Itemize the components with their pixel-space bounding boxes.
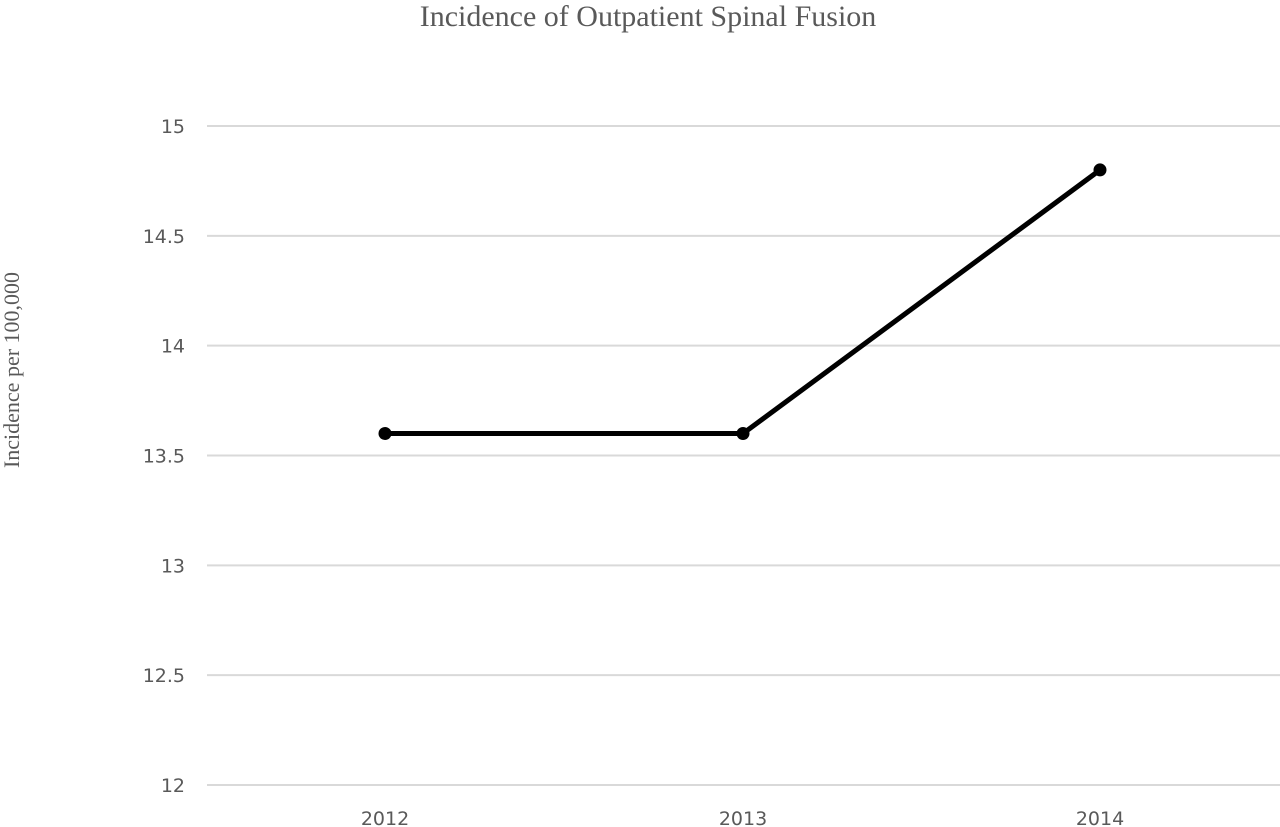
- y-tick-label: 14.5: [143, 226, 185, 248]
- data-point: [1093, 163, 1107, 177]
- y-tick-label: 13: [161, 555, 185, 577]
- data-point: [378, 427, 392, 441]
- y-tick-label: 15: [161, 116, 185, 138]
- series-group: [378, 163, 1107, 441]
- x-tick-labels: 2012 2013 2014: [361, 808, 1124, 827]
- chart-title: Incidence of Outpatient Spinal Fusion: [420, 0, 877, 33]
- y-tick-label: 12.5: [143, 665, 185, 687]
- y-tick-label: 13.5: [143, 446, 185, 468]
- series-line: [382, 167, 1103, 437]
- y-tick-labels: 12 12.5 13 13.5 14 14.5 15: [143, 116, 185, 797]
- x-tick-label: 2013: [719, 808, 767, 827]
- x-tick-label: 2012: [361, 808, 409, 827]
- y-axis-label: Incidence per 100,000: [0, 272, 24, 468]
- x-tick-label: 2014: [1076, 808, 1124, 827]
- data-point: [736, 427, 750, 441]
- gridlines: [207, 125, 1280, 786]
- y-tick-label: 12: [161, 775, 185, 797]
- y-tick-label: 14: [161, 336, 185, 358]
